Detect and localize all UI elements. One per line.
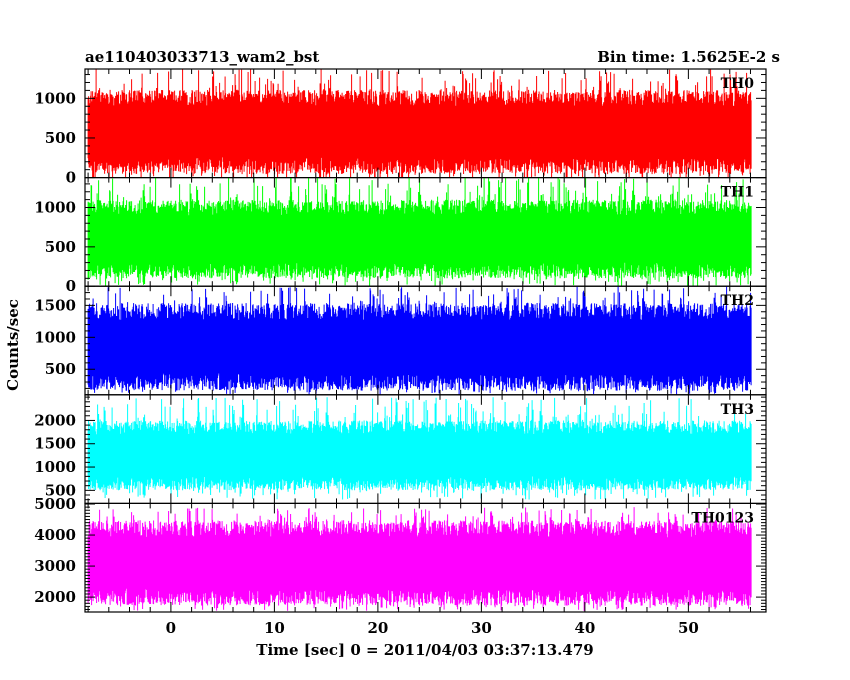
panel-label: TH0 [721, 76, 755, 92]
plot-title-right: Bin time: 1.5625E-2 s [597, 48, 780, 66]
y-tick-label: 2000 [34, 411, 76, 429]
panel-th0: 0 500 1000 TH0 [34, 68, 767, 187]
panel-th1: 0 500 1000 TH1 [34, 177, 767, 295]
y-tick-label: 500 [45, 481, 76, 499]
y-tick-label: 2000 [34, 588, 76, 606]
x-tick-label: 20 [367, 619, 388, 637]
y-tick-label: 3000 [34, 557, 76, 575]
x-axis: 0 10 20 30 40 50 [166, 619, 699, 637]
panel-frame [84, 502, 767, 613]
y-tick-label: 1000 [34, 199, 76, 217]
panel-th3: 500 1000 1500 2000 TH3 [34, 394, 767, 504]
panel-label: TH3 [721, 402, 754, 418]
x-axis-title: Time [sec] 0 = 2011/04/03 03:37:13.479 [256, 641, 593, 659]
series-th2 [87, 286, 752, 395]
y-axis-title: Counts/sec [4, 299, 22, 391]
panels-group: 0 500 1000 TH0 0 500 1000 TH1 500 1000 1500 TH2 500 1… [34, 68, 767, 613]
plot-title-left: ae110403033713_wam2_bst [85, 48, 319, 66]
y-tick-label: 1000 [34, 89, 76, 107]
panel-th0123: 2000 3000 4000 5000 TH0123 [34, 495, 767, 613]
series-th1 [87, 177, 752, 286]
x-tick-label: 10 [264, 619, 285, 637]
series-th0123 [87, 507, 752, 611]
y-tick-label: 1000 [34, 328, 76, 346]
series-th0 [87, 69, 752, 178]
y-tick-label: 5000 [34, 495, 76, 513]
y-tick-label: 0 [66, 277, 76, 295]
x-tick-label: 30 [471, 619, 492, 637]
y-tick-label: 1000 [34, 458, 76, 476]
x-tick-label: 0 [166, 619, 176, 637]
y-tick-label: 0 [66, 169, 76, 187]
panel-label: TH1 [721, 185, 754, 201]
panel-label: TH0123 [691, 510, 754, 526]
panel-th2: 500 1000 1500 TH2 [34, 285, 767, 396]
panel-label: TH2 [721, 293, 754, 309]
y-tick-label: 1500 [34, 435, 76, 453]
y-tick-label: 500 [45, 129, 76, 147]
x-tick-label: 40 [574, 619, 595, 637]
series-th3 [87, 397, 752, 500]
y-tick-label: 500 [45, 238, 76, 256]
y-tick-label: 1500 [34, 296, 76, 314]
y-tick-label: 500 [45, 360, 76, 378]
y-tick-label: 4000 [34, 526, 76, 544]
x-tick-label: 50 [678, 619, 699, 637]
